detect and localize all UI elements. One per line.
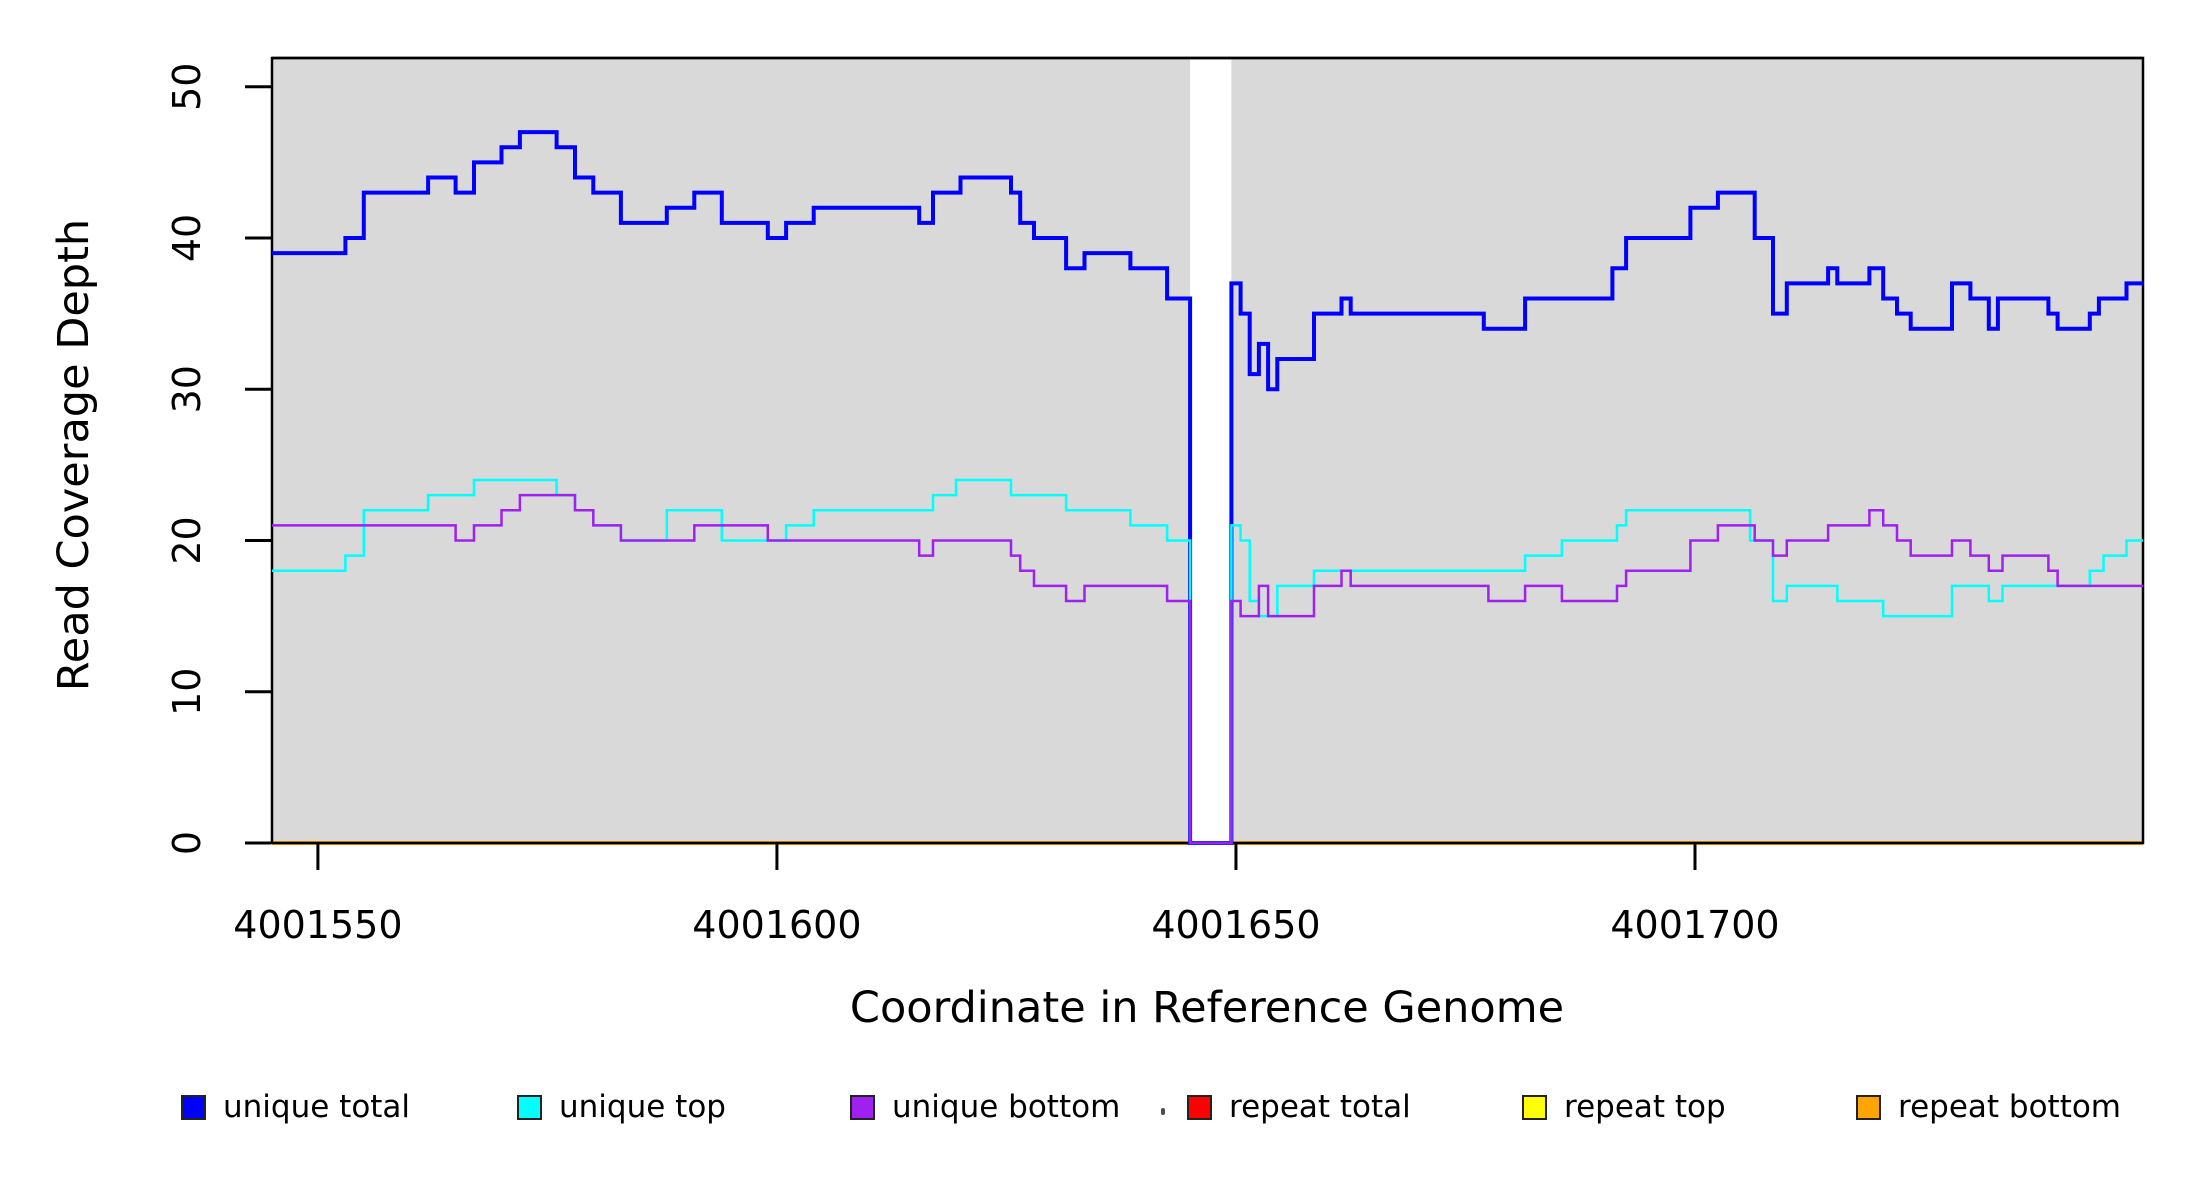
y-axis-title: Read Coverage Depth	[49, 219, 99, 691]
legend-item-repeat-top: repeat top	[1522, 1089, 1726, 1125]
legend-label: repeat total	[1229, 1089, 1411, 1125]
legend-swatch-repeat-top	[1522, 1094, 1547, 1120]
series-unique-total	[272, 130, 2143, 845]
legend-swatch-unique-top	[517, 1094, 542, 1120]
legend-label: repeat bottom	[1898, 1089, 2122, 1125]
legend-label: unique bottom	[892, 1089, 1121, 1125]
x-tick-label: 4001700	[1610, 903, 1779, 947]
y-tick-label: 0	[165, 831, 209, 855]
plot-area: 4001550 4001600 4001650 4001700 0 10 20 30 40 50	[165, 56, 2145, 947]
x-tick-label: 4001600	[692, 903, 861, 947]
y-tick-label: 50	[165, 63, 209, 111]
stray-mark	[1161, 1108, 1165, 1115]
series-unique-bottom	[272, 493, 2143, 845]
y-tick-label: 40	[165, 214, 209, 262]
y-tick-label: 20	[165, 516, 209, 564]
x-tick-label: 4001550	[233, 903, 402, 947]
legend-label: unique total	[223, 1089, 411, 1125]
legend-item-repeat-total: repeat total	[1187, 1089, 1411, 1125]
legend: unique total unique top unique bottom re…	[0, 1089, 2200, 1130]
legend-label: unique top	[559, 1089, 726, 1125]
legend-item-repeat-bottom: repeat bottom	[1856, 1089, 2122, 1125]
legend-swatch-unique-total	[181, 1094, 206, 1120]
y-tick-label: 30	[165, 365, 209, 413]
legend-label: repeat top	[1564, 1089, 1726, 1125]
x-tick-label: 4001650	[1151, 903, 1320, 947]
gap-region	[1190, 59, 1232, 847]
legend-swatch-repeat-bottom	[1856, 1094, 1881, 1120]
legend-item-unique-top: unique top	[517, 1089, 726, 1125]
legend-swatch-unique-bottom	[850, 1094, 875, 1120]
legend-item-unique-total: unique total	[181, 1089, 411, 1125]
legend-swatch-repeat-total	[1187, 1094, 1212, 1120]
legend-item-unique-bottom: unique bottom	[850, 1089, 1121, 1125]
x-axis-title: Coordinate in Reference Genome	[850, 983, 1564, 1033]
y-tick-label: 10	[165, 668, 209, 716]
